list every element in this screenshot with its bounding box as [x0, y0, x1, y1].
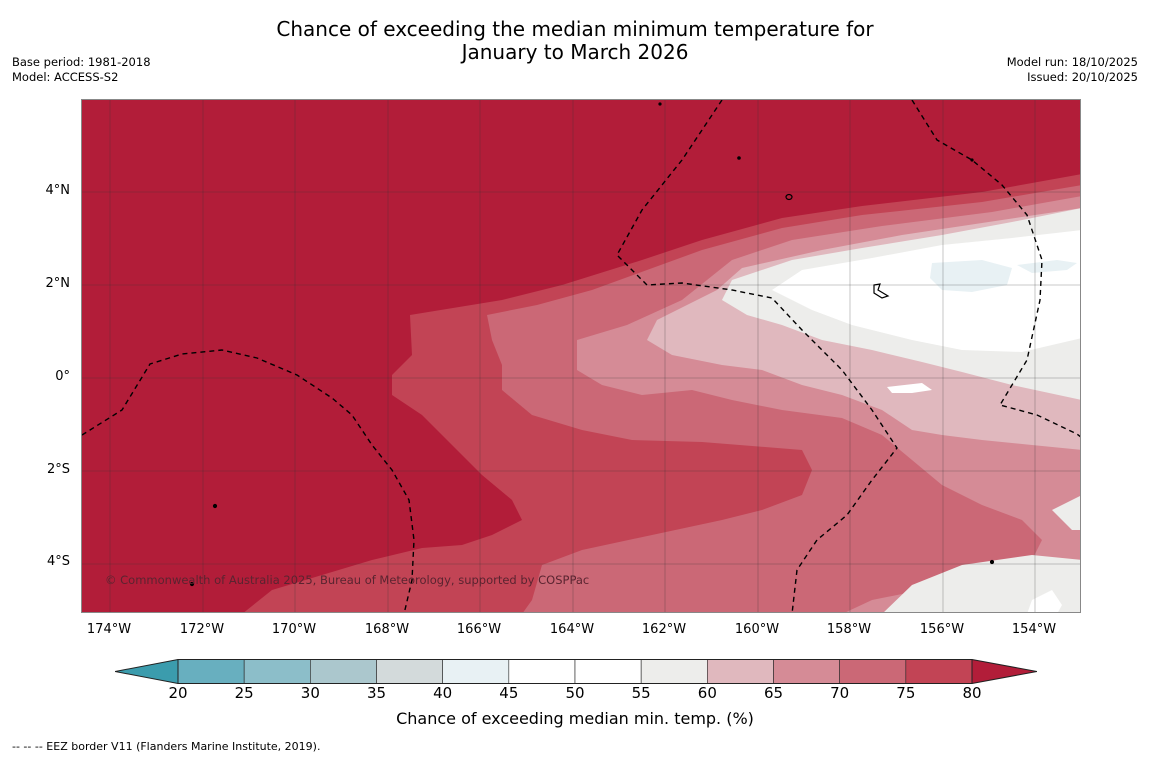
- colorbar-tick-label: 45: [499, 684, 519, 702]
- lon-label-162w: 162°W: [641, 622, 687, 637]
- colorbar-cell: [839, 659, 907, 684]
- lat-label-4s: 4°S: [46, 554, 70, 569]
- lat-label-4n: 4°N: [45, 183, 71, 198]
- meta-right: Model run: 18/10/2025 Issued: 20/10/2025: [1007, 55, 1138, 85]
- colorbar-tick-label: 80: [962, 684, 982, 702]
- eez-borders: [82, 100, 1080, 612]
- meta-left: Base period: 1981-2018 Model: ACCESS-S2: [12, 55, 151, 85]
- colorbar-cell: [442, 659, 510, 684]
- colorbar-cell: [243, 659, 311, 684]
- lon-label-174w: 174°W: [86, 622, 132, 637]
- colorbar-tick-label: 30: [300, 684, 320, 702]
- band-40-45: [930, 260, 1077, 292]
- lat-label-2s: 2°S: [46, 462, 70, 477]
- colorbar: [115, 659, 1037, 684]
- colorbar-tick-label: 60: [697, 684, 717, 702]
- model-name: Model: ACCESS-S2: [12, 70, 119, 84]
- band-45-55: [772, 230, 1080, 352]
- title-line-2: January to March 2026: [461, 40, 689, 64]
- colorbar-cell: [376, 659, 443, 684]
- colorbar-cell: [508, 659, 576, 684]
- eez-footnote: -- -- -- EEZ border V11 (Flanders Marine…: [12, 740, 321, 753]
- forecast-map[interactable]: [81, 99, 1081, 613]
- colorbar-tick-label: 40: [433, 684, 453, 702]
- lat-label-2n: 2°N: [45, 276, 71, 291]
- lon-label-154w: 154°W: [1011, 622, 1057, 637]
- lat-label-0: 0°: [55, 369, 70, 384]
- lon-label-172w: 172°W: [179, 622, 225, 637]
- colorbar-cell: [177, 659, 245, 684]
- colorbar-tick-label: 55: [631, 684, 651, 702]
- map-credit: © Commonwealth of Australia 2025, Bureau…: [105, 573, 590, 587]
- colorbar-tick-label: 75: [896, 684, 916, 702]
- model-run: Model run: 18/10/2025: [1006, 55, 1138, 69]
- issued-date: Issued: 20/10/2025: [1027, 70, 1138, 84]
- colorbar-cell: [310, 659, 377, 684]
- colorbar-tick-label: 50: [565, 684, 585, 702]
- colorbar-tick-label: 20: [168, 684, 188, 702]
- colorbar-tick-label: 65: [763, 684, 784, 702]
- colorbar-tick-label: 25: [234, 684, 254, 702]
- gridlines: [82, 100, 1080, 612]
- title-line-1: Chance of exceeding the median minimum t…: [276, 17, 874, 41]
- colorbar-extend-high: [971, 659, 1037, 684]
- band-55-60-south: [884, 496, 1080, 612]
- colorbar-ticks: 20 25 30 35 40 45 50 55 60 65 70 75 80: [0, 684, 1150, 704]
- islands: [189, 102, 995, 587]
- colorbar-tick-label: 70: [830, 684, 850, 702]
- lon-label-160w: 160°W: [734, 622, 780, 637]
- base-period: Base period: 1981-2018: [12, 55, 151, 69]
- lon-label-158w: 158°W: [826, 622, 872, 637]
- lon-label-170w: 170°W: [271, 622, 317, 637]
- colorbar-cell: [640, 659, 708, 684]
- lon-label-164w: 164°W: [549, 622, 595, 637]
- colorbar-extend-low: [115, 659, 179, 684]
- map-title: Chance of exceeding the median minimum t…: [0, 18, 1150, 64]
- lon-label-156w: 156°W: [919, 622, 965, 637]
- colorbar-cell: [773, 659, 840, 684]
- colorbar-cell: [905, 659, 973, 684]
- map-canvas: [82, 100, 1080, 612]
- colorbar-tick-label: 35: [366, 684, 387, 702]
- lon-label-166w: 166°W: [456, 622, 502, 637]
- colorbar-cell: [574, 659, 642, 684]
- colorbar-label: Chance of exceeding median min. temp. (%…: [396, 709, 754, 728]
- lon-label-168w: 168°W: [364, 622, 410, 637]
- colorbar-cell: [707, 659, 774, 684]
